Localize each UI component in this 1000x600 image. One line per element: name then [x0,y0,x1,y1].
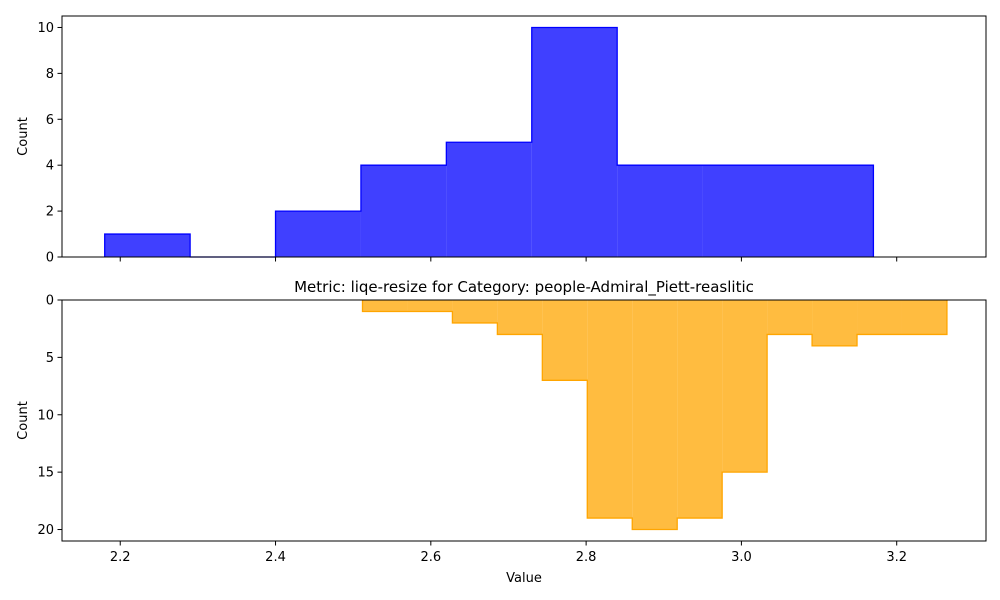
histogram-bar [104,234,191,257]
y-tick-label: 6 [46,113,54,128]
histogram-bar [677,300,723,519]
histogram-bar [407,300,453,312]
top-histogram-ylabel: Count [16,117,31,156]
top-histogram-panel: 0 2 4 6 8 10 Count [16,15,987,266]
histogram-bar [767,300,813,335]
top-histogram-bars [104,26,875,258]
histogram-bar [275,211,361,257]
y-tick-label: 20 [37,523,54,538]
y-tick-label: 0 [46,294,54,309]
y-tick-label: 0 [46,251,54,266]
histogram-bar [531,27,618,257]
histogram-bar [542,300,588,381]
y-tick-label: 2 [46,205,54,220]
bottom-histogram-ticks: 2.2 2.4 2.6 2.8 3.0 3.2 0 5 10 15 20 [37,294,907,566]
x-tick-label: 2.6 [420,550,441,565]
x-tick-label: 2.2 [110,550,131,565]
x-tick-label: 2.4 [265,550,286,565]
x-tick-label: 2.8 [576,550,597,565]
histogram-bar [632,300,678,530]
bottom-histogram-bars [361,300,948,531]
histogram-bar [497,300,543,335]
histogram-bar [452,300,498,323]
histogram-bar [857,300,902,335]
x-tick-label: 3.2 [886,550,907,565]
y-tick-label: 5 [46,351,54,366]
bottom-histogram-title: Metric: liqe-resize for Category: people… [294,278,754,297]
histogram-bar [812,300,858,346]
y-tick-label: 10 [37,408,54,423]
y-tick-label: 10 [37,21,54,36]
bottom-histogram-ylabel: Count [16,401,31,440]
top-histogram-frame [61,15,987,258]
bottom-histogram-xlabel: Value [506,571,542,586]
histogram-bar [722,300,768,473]
x-tick-label: 3.0 [731,550,752,565]
histogram-outline [361,300,948,531]
y-tick-label: 8 [46,67,54,82]
histogram-bar [617,165,703,257]
histogram-bar [360,165,447,257]
top-histogram-ticks: 0 2 4 6 8 10 [37,21,898,266]
histogram-bar [901,300,947,335]
histogram-outline [104,26,875,258]
histogram-bar [702,165,788,257]
histogram-bar [362,300,408,312]
bottom-histogram-panel: 2.2 2.4 2.6 2.8 3.0 3.2 0 5 10 15 20 Metric: liqe-… [16,278,987,586]
histogram-bar [587,300,633,519]
y-tick-label: 4 [46,159,54,174]
bottom-histogram-frame [61,299,987,542]
histogram-bar [788,165,874,257]
histogram-bar [446,142,532,257]
y-tick-label: 15 [37,466,54,481]
